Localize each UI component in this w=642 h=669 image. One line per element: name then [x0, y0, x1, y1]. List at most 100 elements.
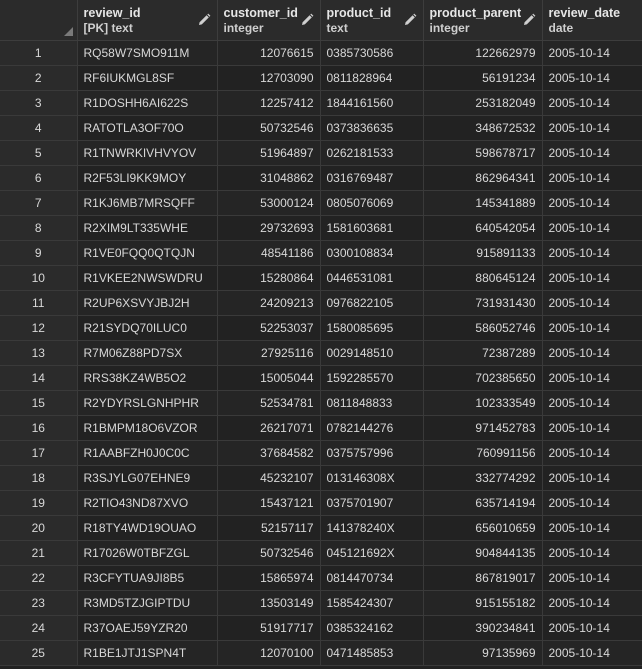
cell-review-date[interactable]: 2005-10-14 — [542, 390, 642, 416]
cell-review-id[interactable]: RQ58W7SMO911M — [77, 40, 218, 66]
cell-review-id[interactable]: R2F53LI9KK9MOY — [77, 165, 218, 191]
edit-pencil-icon[interactable] — [300, 13, 314, 27]
cell-review-id[interactable]: R1BE1JTJ1SPN4T — [77, 640, 218, 666]
column-header-review-date[interactable]: review_date date — [542, 0, 642, 41]
cell-product-id[interactable]: 013146308X — [320, 465, 424, 491]
cell-product-id[interactable]: 0385324162 — [320, 615, 424, 641]
table-row[interactable]: 24 R37OAEJ59YZR20 51917717 0385324162 390234… — [0, 615, 642, 641]
cell-customer-id[interactable]: 51964897 — [217, 140, 321, 166]
cell-review-date[interactable]: 2005-10-14 — [542, 340, 642, 366]
cell-review-id[interactable]: R17026W0TBFZGL — [77, 540, 218, 566]
cell-review-id[interactable]: R1DOSHH6AI622S — [77, 90, 218, 116]
table-row[interactable]: 17 R1AABFZH0J0C0C 37684582 0375757996 760991… — [0, 440, 642, 466]
cell-review-date[interactable]: 2005-10-14 — [542, 565, 642, 591]
cell-product-id[interactable]: 0262181533 — [320, 140, 424, 166]
row-number[interactable]: 15 — [0, 390, 78, 416]
cell-review-id[interactable]: R2XIM9LT335WHE — [77, 215, 218, 241]
edit-pencil-icon[interactable] — [197, 13, 211, 27]
cell-review-date[interactable]: 2005-10-14 — [542, 640, 642, 666]
cell-review-date[interactable]: 2005-10-14 — [542, 65, 642, 91]
cell-review-id[interactable]: R21SYDQ70ILUC0 — [77, 315, 218, 341]
cell-customer-id[interactable]: 52157117 — [217, 515, 321, 541]
table-row[interactable]: 16 R1BMPM18O6VZOR 26217071 0782144276 971452… — [0, 415, 642, 441]
select-all-corner[interactable] — [0, 0, 78, 41]
column-header-review-id[interactable]: review_id [PK] text — [77, 0, 218, 41]
cell-review-id[interactable]: R1AABFZH0J0C0C — [77, 440, 218, 466]
row-number[interactable]: 1 — [0, 40, 78, 66]
table-row[interactable]: 12 R21SYDQ70ILUC0 52253037 1580085695 586052… — [0, 315, 642, 341]
row-number[interactable]: 20 — [0, 515, 78, 541]
cell-review-id[interactable]: R1KJ6MB7MRSQFF — [77, 190, 218, 216]
cell-review-id[interactable]: R18TY4WD19OUAO — [77, 515, 218, 541]
cell-product-parent[interactable]: 598678717 — [423, 140, 543, 166]
cell-customer-id[interactable]: 45232107 — [217, 465, 321, 491]
cell-product-id[interactable]: 0805076069 — [320, 190, 424, 216]
cell-review-date[interactable]: 2005-10-14 — [542, 265, 642, 291]
cell-customer-id[interactable]: 52253037 — [217, 315, 321, 341]
cell-customer-id[interactable]: 13503149 — [217, 590, 321, 616]
cell-review-date[interactable]: 2005-10-14 — [542, 40, 642, 66]
row-number[interactable]: 22 — [0, 565, 78, 591]
row-number[interactable]: 10 — [0, 265, 78, 291]
cell-product-parent[interactable]: 760991156 — [423, 440, 543, 466]
cell-customer-id[interactable]: 48541186 — [217, 240, 321, 266]
cell-product-id[interactable]: 0375701907 — [320, 490, 424, 516]
cell-product-parent[interactable]: 867819017 — [423, 565, 543, 591]
cell-review-date[interactable]: 2005-10-14 — [542, 290, 642, 316]
cell-review-date[interactable]: 2005-10-14 — [542, 365, 642, 391]
cell-customer-id[interactable]: 31048862 — [217, 165, 321, 191]
row-number[interactable]: 6 — [0, 165, 78, 191]
table-row[interactable]: 22 R3CFYTUA9JI8B5 15865974 0814470734 867819… — [0, 565, 642, 591]
cell-product-id[interactable]: 0373836635 — [320, 115, 424, 141]
row-number[interactable]: 14 — [0, 365, 78, 391]
cell-product-parent[interactable]: 122662979 — [423, 40, 543, 66]
cell-review-date[interactable]: 2005-10-14 — [542, 140, 642, 166]
cell-product-parent[interactable]: 862964341 — [423, 165, 543, 191]
cell-product-parent[interactable]: 56191234 — [423, 65, 543, 91]
table-row[interactable]: 5 R1TNWRKIVHVYOV 51964897 0262181533 5986787… — [0, 140, 642, 166]
table-row[interactable]: 11 R2UP6XSVYJBJ2H 24209213 0976822105 731931… — [0, 290, 642, 316]
row-number[interactable]: 12 — [0, 315, 78, 341]
cell-customer-id[interactable]: 15865974 — [217, 565, 321, 591]
cell-product-parent[interactable]: 586052746 — [423, 315, 543, 341]
table-row[interactable]: 2 RF6IUKMGL8SF 12703090 0811828964 56191234 2… — [0, 65, 642, 91]
table-row[interactable]: 14 RRS38KZ4WB5O2 15005044 1592285570 7023856… — [0, 365, 642, 391]
table-row[interactable]: 18 R3SJYLG07EHNE9 45232107 013146308X 332774… — [0, 465, 642, 491]
table-row[interactable]: 15 R2YDYRSLGNHPHR 52534781 0811848833 102333… — [0, 390, 642, 416]
cell-review-date[interactable]: 2005-10-14 — [542, 115, 642, 141]
table-row[interactable]: 8 R2XIM9LT335WHE 29732693 1581603681 6405420… — [0, 215, 642, 241]
cell-product-parent[interactable]: 145341889 — [423, 190, 543, 216]
cell-product-parent[interactable]: 702385650 — [423, 365, 543, 391]
table-row[interactable]: 6 R2F53LI9KK9MOY 31048862 0316769487 8629643… — [0, 165, 642, 191]
cell-review-date[interactable]: 2005-10-14 — [542, 465, 642, 491]
cell-review-id[interactable]: R3MD5TZJGIPTDU — [77, 590, 218, 616]
row-number[interactable]: 8 — [0, 215, 78, 241]
cell-product-parent[interactable]: 348672532 — [423, 115, 543, 141]
cell-product-parent[interactable]: 390234841 — [423, 615, 543, 641]
table-row[interactable]: 3 R1DOSHH6AI622S 12257412 1844161560 2531820… — [0, 90, 642, 116]
cell-review-id[interactable]: R1TNWRKIVHVYOV — [77, 140, 218, 166]
cell-customer-id[interactable]: 24209213 — [217, 290, 321, 316]
cell-review-date[interactable]: 2005-10-14 — [542, 590, 642, 616]
cell-product-parent[interactable]: 102333549 — [423, 390, 543, 416]
cell-review-id[interactable]: R2UP6XSVYJBJ2H — [77, 290, 218, 316]
cell-product-id[interactable]: 0375757996 — [320, 440, 424, 466]
table-row[interactable]: 20 R18TY4WD19OUAO 52157117 141378240X 656010… — [0, 515, 642, 541]
cell-review-date[interactable]: 2005-10-14 — [542, 615, 642, 641]
row-number[interactable]: 2 — [0, 65, 78, 91]
cell-product-id[interactable]: 0029148510 — [320, 340, 424, 366]
cell-customer-id[interactable]: 37684582 — [217, 440, 321, 466]
table-row[interactable]: 21 R17026W0TBFZGL 50732546 045121692X 904844… — [0, 540, 642, 566]
row-number[interactable]: 11 — [0, 290, 78, 316]
cell-customer-id[interactable]: 50732546 — [217, 540, 321, 566]
cell-customer-id[interactable]: 29732693 — [217, 215, 321, 241]
row-number[interactable]: 24 — [0, 615, 78, 641]
cell-product-parent[interactable]: 880645124 — [423, 265, 543, 291]
cell-customer-id[interactable]: 50732546 — [217, 115, 321, 141]
row-number[interactable]: 18 — [0, 465, 78, 491]
table-row[interactable]: 7 R1KJ6MB7MRSQFF 53000124 0805076069 1453418… — [0, 190, 642, 216]
cell-review-id[interactable]: R2TIO43ND87XVO — [77, 490, 218, 516]
cell-product-parent[interactable]: 72387289 — [423, 340, 543, 366]
table-row[interactable]: 1 RQ58W7SMO911M 12076615 0385730586 12266297… — [0, 40, 642, 66]
table-row[interactable]: 25 R1BE1JTJ1SPN4T 12070100 0471485853 971359… — [0, 640, 642, 666]
